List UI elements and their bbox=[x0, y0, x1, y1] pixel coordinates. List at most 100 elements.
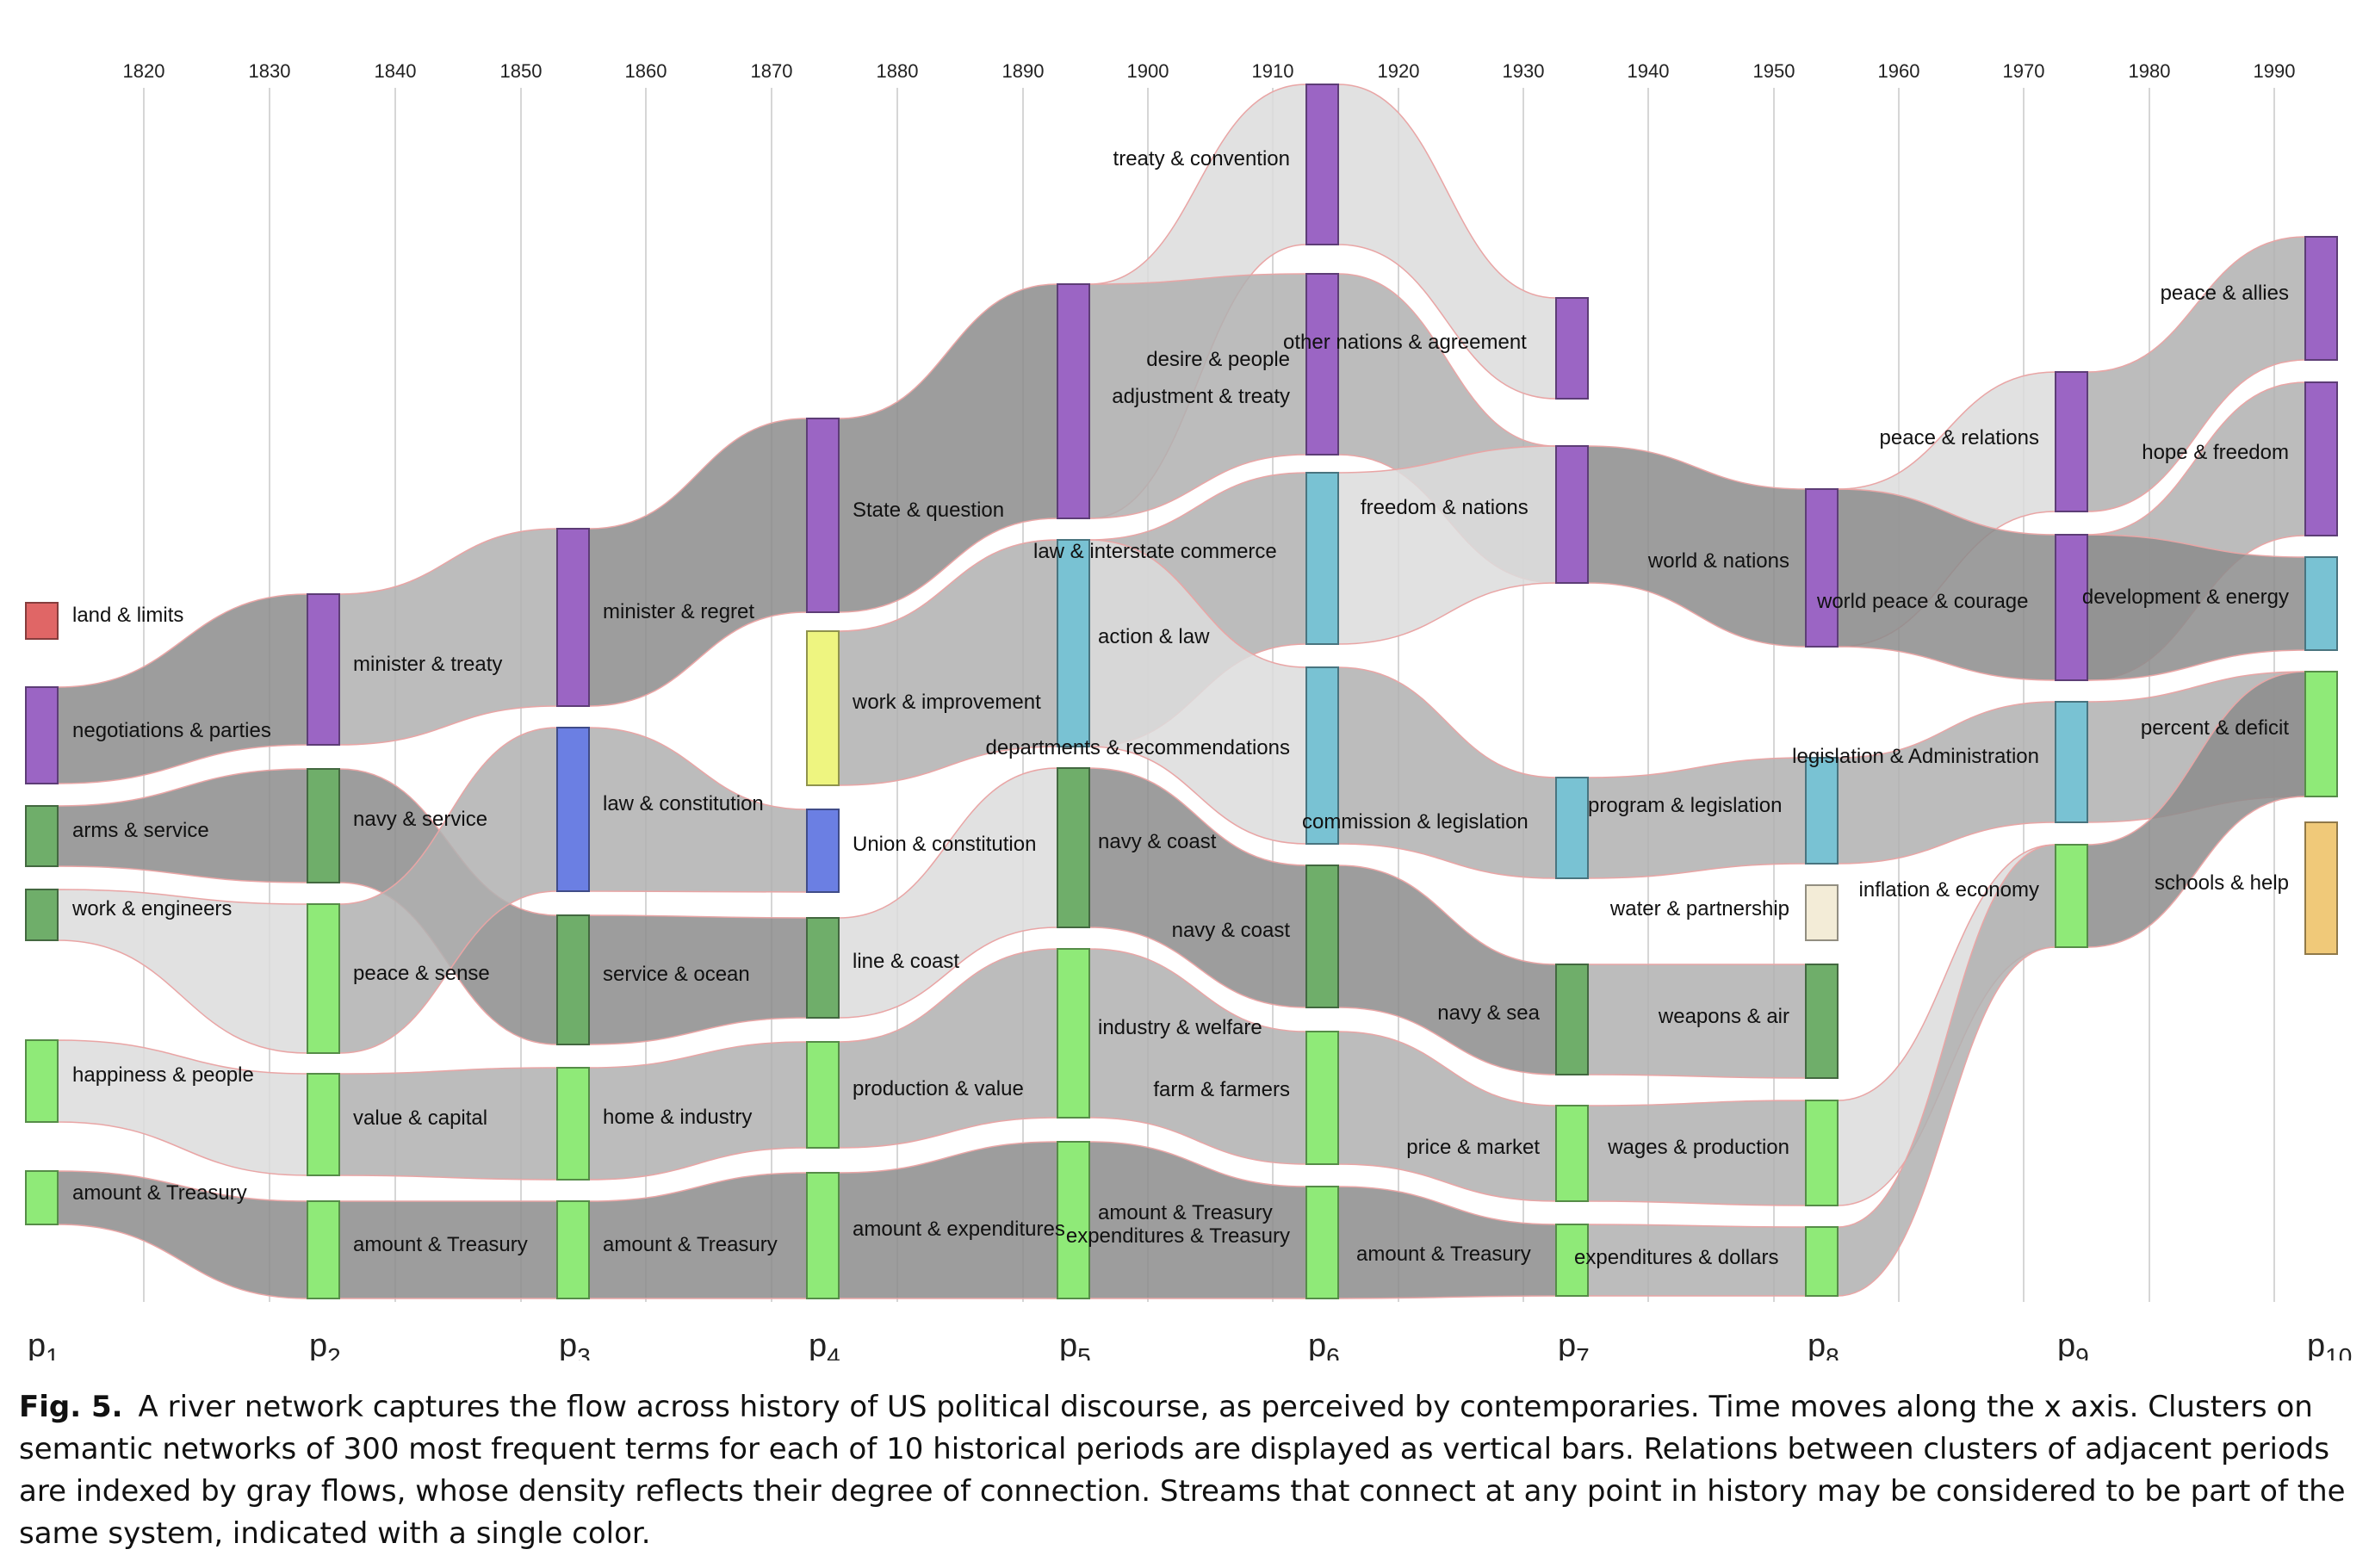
cluster-bar-c32 bbox=[1305, 865, 1339, 1008]
year-label-1960: 1960 bbox=[1878, 60, 1920, 82]
cluster-bar-c38 bbox=[1555, 964, 1589, 1075]
year-label-1890: 1890 bbox=[1002, 60, 1045, 82]
cluster-label-c37: commission & legislation bbox=[1302, 810, 1529, 834]
cluster-label-c2: negotiations & parties bbox=[72, 719, 271, 742]
period-letter: p bbox=[1808, 1328, 1826, 1360]
period-number: 2 bbox=[327, 1343, 341, 1360]
year-label-1860: 1860 bbox=[625, 60, 667, 82]
figure-label: Fig. 5. bbox=[19, 1390, 123, 1424]
cluster-label-c40: amount & Treasury bbox=[1356, 1243, 1531, 1266]
cluster-bar-c25 bbox=[1057, 767, 1090, 928]
period-letter: p bbox=[1059, 1328, 1077, 1360]
cluster-label-c49: legislation & Administration bbox=[1792, 745, 2039, 768]
period-number: 3 bbox=[577, 1343, 591, 1360]
cluster-bar-c21 bbox=[806, 1041, 840, 1149]
cluster-label-c12: minister & regret bbox=[603, 600, 754, 623]
cluster-bar-c54 bbox=[2304, 671, 2338, 797]
period-label-7: p7 bbox=[1558, 1328, 1590, 1360]
cluster-label-c41: world & nations bbox=[1647, 549, 1789, 573]
year-label-1830: 1830 bbox=[249, 60, 291, 82]
cluster-label-c13: law & constitution bbox=[603, 792, 764, 815]
cluster-bar-c46 bbox=[1805, 1226, 1839, 1297]
cluster-bar-c15 bbox=[556, 1067, 590, 1181]
cluster-label-c26: industry & welfare bbox=[1098, 1016, 1262, 1039]
caption-text: A river network captures the flow across… bbox=[19, 1390, 2346, 1551]
cluster-bar-c48 bbox=[2055, 534, 2088, 681]
cluster-bar-c14 bbox=[556, 914, 590, 1045]
cluster-bar-c33 bbox=[1305, 1031, 1339, 1165]
cluster-bar-c5 bbox=[25, 1039, 59, 1123]
cluster-label-c31: departments & recommendations bbox=[985, 736, 1290, 759]
flow-c37-c42 bbox=[1587, 757, 1807, 879]
cluster-bar-c22 bbox=[806, 1172, 840, 1299]
cluster-bar-c28 bbox=[1305, 84, 1339, 245]
cluster-label-c3: arms & service bbox=[72, 819, 209, 842]
cluster-bar-c20 bbox=[806, 917, 840, 1019]
period-label-1: p1 bbox=[28, 1328, 59, 1360]
cluster-label-c10: value & capital bbox=[353, 1106, 487, 1130]
cluster-bar-c44 bbox=[1805, 964, 1839, 1079]
cluster-label-c52: hope & freedom bbox=[2142, 441, 2289, 464]
cluster-label-c29: adjustment & treaty bbox=[1112, 385, 1290, 408]
cluster-label-c43: water & partnership bbox=[1609, 897, 1789, 920]
cluster-label-c51: peace & allies bbox=[2161, 282, 2289, 305]
cluster-bar-c18 bbox=[806, 630, 840, 786]
cluster-bar-c51 bbox=[2304, 236, 2338, 361]
year-label-1990: 1990 bbox=[2254, 60, 2296, 82]
period-letter: p bbox=[1308, 1328, 1326, 1360]
cluster-label-c6: amount & Treasury bbox=[72, 1181, 247, 1205]
period-label-3: p3 bbox=[559, 1328, 591, 1360]
period-letter: p bbox=[559, 1328, 577, 1360]
year-label-1930: 1930 bbox=[1503, 60, 1545, 82]
cluster-bar-c42 bbox=[1805, 757, 1839, 865]
period-label-4: p4 bbox=[809, 1328, 840, 1360]
cluster-bar-c47 bbox=[2055, 371, 2088, 512]
figure-caption: Fig. 5. A river network captures the flow… bbox=[19, 1386, 2353, 1555]
cluster-bar-c45 bbox=[1805, 1100, 1839, 1206]
cluster-bar-c9 bbox=[307, 903, 340, 1054]
cluster-label-c24: law & interstate commerce bbox=[1033, 540, 1277, 563]
cluster-bar-c3 bbox=[25, 805, 59, 867]
cluster-bar-c2 bbox=[25, 686, 59, 784]
cluster-label-c46: expenditures & dollars bbox=[1574, 1246, 1778, 1269]
year-label-1880: 1880 bbox=[877, 60, 919, 82]
period-number: 9 bbox=[2075, 1343, 2089, 1360]
clusters-layer bbox=[25, 84, 2338, 1299]
cluster-bar-c1 bbox=[25, 602, 59, 640]
year-label-1850: 1850 bbox=[500, 60, 543, 82]
cluster-bar-c16 bbox=[556, 1200, 590, 1299]
cluster-bar-c12 bbox=[556, 528, 590, 707]
year-label-1840: 1840 bbox=[375, 60, 417, 82]
cluster-bar-c36 bbox=[1555, 445, 1589, 584]
cluster-bar-c43 bbox=[1805, 884, 1839, 941]
cluster-label-c7: minister & treaty bbox=[353, 653, 502, 676]
cluster-label-c15: home & industry bbox=[603, 1106, 752, 1129]
year-label-1940: 1940 bbox=[1628, 60, 1670, 82]
cluster-bar-c27 bbox=[1057, 1141, 1090, 1299]
year-label-1910: 1910 bbox=[1252, 60, 1294, 82]
period-label-5: p5 bbox=[1059, 1328, 1091, 1360]
cluster-label-c35: other nations & agreement bbox=[1283, 331, 1527, 354]
period-label-8: p8 bbox=[1808, 1328, 1839, 1360]
year-label-1900: 1900 bbox=[1127, 60, 1169, 82]
period-axis: p1 p2 p3 p4 p5 p6 p7 p8 p9 p10 bbox=[28, 1328, 2352, 1360]
period-label-2: p2 bbox=[309, 1328, 341, 1360]
cluster-label-c42: program & legislation bbox=[1588, 794, 1782, 817]
cluster-bar-c23 bbox=[1057, 283, 1090, 519]
cluster-bar-c30 bbox=[1305, 472, 1339, 645]
flow-c4-c9 bbox=[57, 889, 308, 1054]
cluster-label-c27: amount & Treasury bbox=[1098, 1201, 1273, 1224]
cluster-bar-c29 bbox=[1305, 273, 1339, 456]
cluster-bar-c17 bbox=[806, 418, 840, 613]
year-label-1980: 1980 bbox=[2129, 60, 2171, 82]
flow-c7-c12 bbox=[338, 528, 558, 746]
cluster-bar-c26 bbox=[1057, 948, 1090, 1119]
cluster-bar-c49 bbox=[2055, 701, 2088, 823]
cluster-bar-c4 bbox=[25, 889, 59, 941]
period-number: 1 bbox=[46, 1343, 59, 1360]
cluster-label-c32: navy & coast bbox=[1172, 919, 1291, 942]
cluster-label-c21: production & value bbox=[853, 1077, 1024, 1100]
cluster-label-c11: amount & Treasury bbox=[353, 1233, 528, 1256]
cluster-label-c22: amount & expenditures bbox=[853, 1218, 1065, 1241]
cluster-label-c36: freedom & nations bbox=[1361, 496, 1529, 519]
